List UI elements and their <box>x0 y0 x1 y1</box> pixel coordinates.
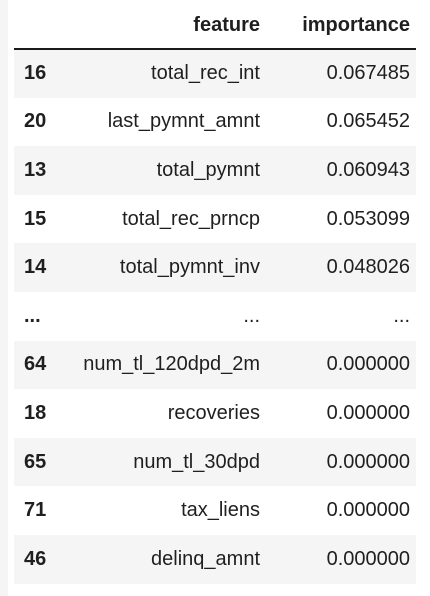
importance-cell: 0.060943 <box>326 158 410 181</box>
importance-cell: 0.053099 <box>326 207 410 230</box>
importance-header: importance <box>266 2 416 50</box>
importance-cell: 0.000000 <box>326 499 410 522</box>
table-row: 65 num_tl_30dpd 0.000000 <box>14 437 416 487</box>
importance-cell: 0.000000 <box>326 353 410 376</box>
feature-cell: tax_liens <box>181 499 260 522</box>
table-row: 20 last_pymnt_amnt 0.065452 <box>14 98 416 147</box>
row-index: 13 <box>24 158 47 181</box>
row-index: 15 <box>24 207 47 230</box>
row-index: 64 <box>24 353 47 376</box>
table-row: 18 recoveries 0.000000 <box>14 389 416 438</box>
feature-cell: ... <box>243 304 260 327</box>
feature-header: feature <box>70 2 266 50</box>
dataframe-table: feature importance 16 total_rec_int 0.06… <box>14 2 416 584</box>
row-index: ... <box>24 304 41 327</box>
importance-cell: 0.048026 <box>326 256 410 279</box>
ellipsis-row: ... ... ... <box>14 292 416 341</box>
notebook-gutter <box>0 0 8 596</box>
table-row: 15 total_rec_prncp 0.053099 <box>14 195 416 244</box>
header-row: feature importance <box>14 2 416 50</box>
table-row: 71 tax_liens 0.000000 <box>14 486 416 535</box>
table-row: 16 total_rec_int 0.067485 <box>14 49 416 98</box>
row-index: 65 <box>24 450 47 473</box>
importance-cell: 0.000000 <box>326 547 410 570</box>
feature-cell: num_tl_30dpd <box>133 450 260 473</box>
index-header <box>14 2 70 50</box>
feature-cell: total_pymnt <box>156 158 260 181</box>
feature-cell: total_rec_prncp <box>122 207 260 230</box>
feature-cell: last_pymnt_amnt <box>107 110 260 133</box>
row-index: 18 <box>24 401 47 424</box>
row-index: 16 <box>24 62 47 85</box>
table-row: 13 total_pymnt 0.060943 <box>14 146 416 195</box>
feature-cell: recoveries <box>167 401 260 424</box>
feature-cell: total_rec_int <box>151 62 260 85</box>
importance-cell: 0.000000 <box>326 450 410 473</box>
table-row: 64 num_tl_120dpd_2m 0.000000 <box>14 340 416 390</box>
table-row: 46 delinq_amnt 0.000000 <box>14 534 416 584</box>
importance-cell: 0.000000 <box>326 401 410 424</box>
row-index: 14 <box>24 256 47 279</box>
feature-cell: delinq_amnt <box>151 547 260 570</box>
feature-cell: total_pymnt_inv <box>119 256 260 279</box>
importance-cell: 0.065452 <box>326 110 410 133</box>
row-index: 71 <box>24 499 47 522</box>
importance-cell: ... <box>393 304 410 327</box>
row-index: 20 <box>24 110 47 133</box>
row-index: 46 <box>24 547 47 570</box>
table-row: 14 total_pymnt_inv 0.048026 <box>14 243 416 292</box>
importance-cell: 0.067485 <box>326 62 410 85</box>
feature-cell: num_tl_120dpd_2m <box>83 353 260 376</box>
